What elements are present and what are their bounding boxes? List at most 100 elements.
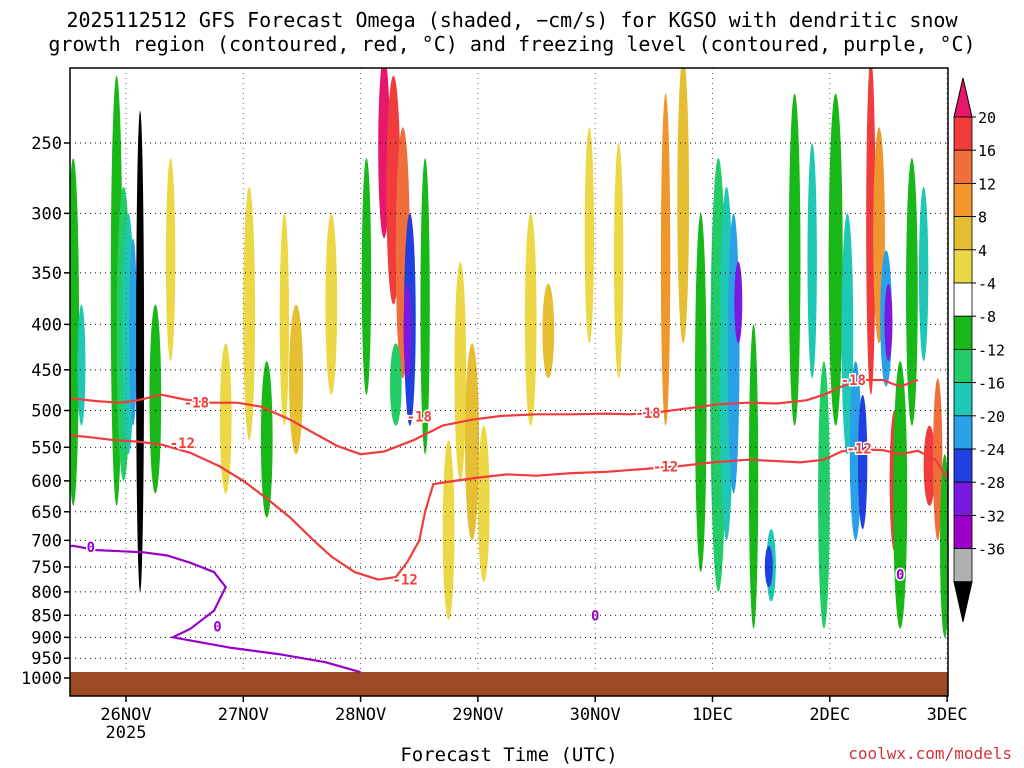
colorbar-segment bbox=[953, 149, 973, 184]
title-line-1: 2025112512 GFS Forecast Omega (shaded, −… bbox=[66, 8, 958, 32]
omega-shade-blob bbox=[694, 213, 707, 573]
omega-shade-blob bbox=[584, 127, 595, 344]
colorbar-bottom-arrow bbox=[953, 581, 973, 622]
omega-shade-blob bbox=[219, 343, 232, 494]
x-tick-sublabel: 2025 bbox=[106, 723, 147, 743]
title-line-2: growth region (contoured, red, °C) and f… bbox=[48, 32, 976, 56]
contour-label: -18 bbox=[407, 410, 432, 426]
y-tick-label: 450 bbox=[31, 361, 62, 381]
omega-shade-blob bbox=[129, 238, 138, 426]
omega-shade-blob bbox=[893, 361, 908, 629]
contour-label: 0 bbox=[213, 619, 221, 635]
x-tick-label: 26NOV bbox=[100, 705, 151, 725]
omega-shade-blob bbox=[807, 143, 817, 379]
colorbar-label: -28 bbox=[978, 474, 1005, 492]
omega-shade-blob bbox=[866, 68, 876, 395]
y-tick-label: 650 bbox=[31, 503, 62, 523]
omega-shade-blob bbox=[933, 378, 943, 541]
omega-shade-blob bbox=[279, 213, 290, 426]
omega-shade-blob bbox=[884, 283, 893, 362]
omega-shade-blob bbox=[325, 213, 338, 395]
omega-shade-blob bbox=[442, 440, 455, 620]
omega-shade-blob bbox=[289, 304, 304, 455]
omega-shade-blob bbox=[361, 158, 372, 395]
contour-label: 0 bbox=[896, 568, 904, 584]
y-tick-label: 600 bbox=[31, 472, 62, 492]
credit-link[interactable]: coolwx.com/models bbox=[848, 744, 1012, 763]
x-axis-label: Forecast Time (UTC) bbox=[400, 744, 618, 766]
colorbar-segment bbox=[953, 481, 973, 516]
omega-shade-blob bbox=[677, 68, 690, 344]
omega-shade-blob bbox=[389, 343, 402, 426]
colorbar-label: -20 bbox=[978, 408, 1005, 426]
colorbar-segment bbox=[953, 116, 973, 151]
colorbar-label: 20 bbox=[978, 109, 996, 127]
omega-shade-blob bbox=[818, 361, 830, 629]
colorbar-segment bbox=[953, 315, 973, 350]
colorbar: 20 16 12 8 4 -4 -8 -12 -16 -20 -24 -28 -32 -36 bbox=[953, 77, 1005, 622]
y-tick-label: 750 bbox=[31, 558, 62, 578]
dendritic-minus12-contour bbox=[70, 434, 948, 581]
colorbar-segment bbox=[953, 182, 973, 217]
x-tick-label: 3DEC bbox=[927, 705, 968, 725]
colorbar-segment bbox=[953, 216, 973, 251]
omega-shading bbox=[25, 68, 948, 638]
contour-label: -18 bbox=[841, 373, 866, 389]
colorbar-segment bbox=[953, 249, 973, 284]
colorbar-label: -32 bbox=[978, 507, 1005, 525]
omega-shade-blob bbox=[788, 93, 801, 426]
colorbar-label: -8 bbox=[978, 308, 996, 326]
omega-shade-blob bbox=[403, 283, 412, 379]
omega-shade-blob bbox=[149, 304, 162, 494]
y-tick-label: 400 bbox=[31, 315, 62, 335]
omega-shade-blob bbox=[748, 324, 759, 629]
omega-shade-blob bbox=[542, 283, 555, 379]
colorbar-label: -12 bbox=[978, 341, 1005, 359]
y-tick-label: 550 bbox=[31, 438, 62, 458]
colorbar-segment bbox=[953, 448, 973, 483]
contour-label: 0 bbox=[591, 608, 599, 624]
omega-shade-blob bbox=[420, 158, 430, 455]
y-axis: 2503003504004505005506006507007508008509… bbox=[21, 134, 70, 689]
omega-shade-blob bbox=[243, 186, 256, 441]
omega-shade-blob bbox=[828, 93, 843, 426]
colorbar-label: 16 bbox=[978, 142, 996, 160]
freezing-level-contour bbox=[70, 544, 361, 674]
y-tick-label: 850 bbox=[31, 606, 62, 626]
contour-label: -12 bbox=[393, 573, 418, 589]
colorbar-segment bbox=[953, 348, 973, 383]
y-tick-label: 250 bbox=[31, 134, 62, 154]
x-tick-label: 27NOV bbox=[218, 705, 269, 725]
contour-label: -18 bbox=[184, 396, 209, 412]
contour-label: 0 bbox=[87, 540, 95, 556]
y-tick-label: 300 bbox=[31, 204, 62, 224]
omega-shade-blob bbox=[940, 454, 948, 638]
colorbar-label: -16 bbox=[978, 375, 1005, 393]
colorbar-segment bbox=[953, 548, 973, 583]
omega-shade-blob bbox=[613, 143, 624, 379]
plot-frame bbox=[69, 67, 949, 697]
omega-shade-blob bbox=[477, 425, 490, 583]
dendritic-minus18-contour bbox=[70, 378, 919, 456]
colorbar-segment bbox=[953, 282, 973, 317]
x-tick-label: 30NOV bbox=[570, 705, 621, 725]
omega-shade-blob bbox=[734, 261, 743, 344]
x-tick-label: 1DEC bbox=[692, 705, 733, 725]
omega-shade-blob bbox=[25, 127, 39, 562]
omega-shade-blob bbox=[454, 261, 467, 481]
contour-label: -18 bbox=[635, 406, 660, 422]
colorbar-label: 4 bbox=[978, 242, 987, 260]
y-tick-label: 800 bbox=[31, 583, 62, 603]
omega-shade-blob bbox=[764, 545, 773, 588]
contours: -18 -18 -18 -18 -12 -12 -12 -12 0 0 0 0 bbox=[70, 371, 948, 674]
omega-shade-blob bbox=[857, 394, 868, 530]
x-tick-label: 2DEC bbox=[809, 705, 850, 725]
omega-shade-blob bbox=[923, 425, 936, 506]
omega-shade-blob bbox=[918, 186, 929, 362]
y-tick-label: 1000 bbox=[21, 669, 62, 689]
y-tick-label: 500 bbox=[31, 402, 62, 422]
y-tick-label: 700 bbox=[31, 531, 62, 551]
omega-shade-blob bbox=[660, 93, 671, 426]
contour-label: -12 bbox=[846, 442, 871, 458]
